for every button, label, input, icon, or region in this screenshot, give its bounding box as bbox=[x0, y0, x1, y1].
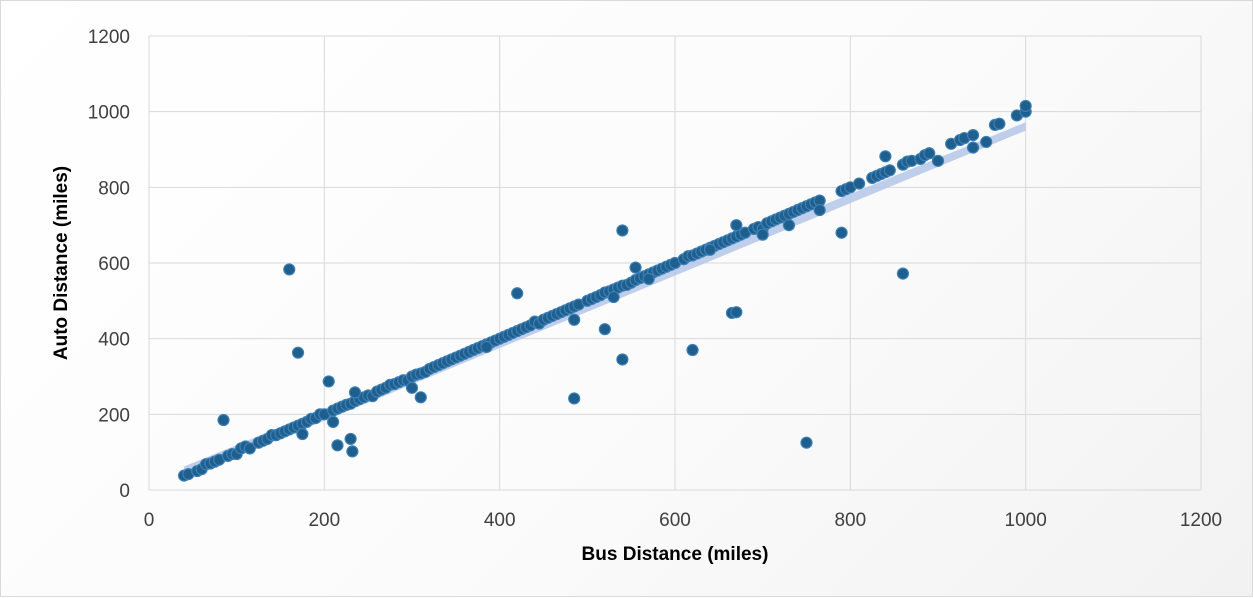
data-point-153 bbox=[923, 147, 936, 160]
data-point-170 bbox=[344, 432, 357, 446]
data-point-174 bbox=[511, 287, 524, 300]
data-point-173 bbox=[414, 391, 427, 404]
data-points bbox=[177, 99, 1032, 482]
y-tick-label-0: 0 bbox=[119, 481, 130, 502]
y-tick-label-5: 1000 bbox=[88, 103, 130, 124]
data-point-181 bbox=[629, 261, 642, 274]
data-point-190 bbox=[813, 203, 826, 217]
x-tick-label-1: 200 bbox=[308, 510, 340, 531]
y-tick-label-1: 200 bbox=[98, 405, 130, 426]
data-point-167 bbox=[322, 375, 335, 388]
data-point-189 bbox=[800, 436, 813, 449]
data-point-195 bbox=[966, 141, 980, 154]
x-tick-label-4: 800 bbox=[834, 510, 866, 531]
data-point-165 bbox=[283, 263, 296, 276]
y-tick-label-2: 400 bbox=[98, 330, 130, 351]
data-point-164 bbox=[217, 413, 230, 427]
y-tick-label-3: 600 bbox=[98, 254, 130, 275]
data-point-168 bbox=[327, 415, 340, 428]
y-axis-title: Auto Distance (miles) bbox=[51, 166, 72, 360]
data-point-186 bbox=[730, 219, 743, 232]
data-point-157 bbox=[966, 129, 980, 142]
data-point-187 bbox=[756, 228, 769, 241]
x-tick-label-3: 600 bbox=[659, 510, 691, 531]
data-point-13 bbox=[243, 442, 256, 455]
x-tick-label-2: 400 bbox=[484, 510, 516, 531]
data-point-194 bbox=[931, 154, 945, 167]
data-point-192 bbox=[879, 150, 892, 163]
data-point-180 bbox=[616, 224, 629, 237]
y-tick-label-6: 1200 bbox=[88, 27, 130, 48]
data-point-169 bbox=[331, 439, 344, 452]
x-tick-label-0: 0 bbox=[144, 510, 155, 531]
data-point-196 bbox=[296, 427, 309, 441]
data-point-176 bbox=[568, 392, 581, 405]
data-point-188 bbox=[782, 219, 796, 232]
y-axis-ticks: 0 200 400 600 800 1000 1200 bbox=[88, 27, 130, 502]
data-point-193 bbox=[896, 267, 910, 280]
data-point-198 bbox=[480, 340, 493, 354]
data-point-177 bbox=[598, 323, 611, 336]
data-point-172 bbox=[348, 386, 362, 399]
x-tick-label-6: 1200 bbox=[1180, 510, 1222, 531]
data-point-179 bbox=[616, 353, 629, 366]
data-point-160 bbox=[993, 117, 1006, 130]
data-point-147 bbox=[883, 164, 896, 177]
data-point-183 bbox=[686, 343, 699, 357]
data-point-158 bbox=[980, 135, 993, 149]
data-point-175 bbox=[568, 313, 581, 326]
x-axis-title: Bus Distance (miles) bbox=[582, 544, 769, 565]
data-point-166 bbox=[291, 346, 305, 359]
data-point-191 bbox=[835, 226, 848, 239]
data-point-185 bbox=[730, 306, 743, 319]
x-axis-ticks: 0 200 400 600 800 1000 1200 bbox=[144, 510, 1222, 531]
data-point-197 bbox=[405, 381, 419, 394]
data-point-171 bbox=[346, 445, 359, 458]
data-point-199 bbox=[703, 243, 717, 256]
data-point-182 bbox=[642, 272, 655, 285]
x-tick-label-5: 1000 bbox=[1005, 510, 1047, 531]
data-point-163 bbox=[1019, 99, 1032, 113]
data-point-142 bbox=[852, 177, 866, 190]
data-point-178 bbox=[607, 290, 620, 304]
y-tick-label-4: 800 bbox=[98, 178, 130, 199]
